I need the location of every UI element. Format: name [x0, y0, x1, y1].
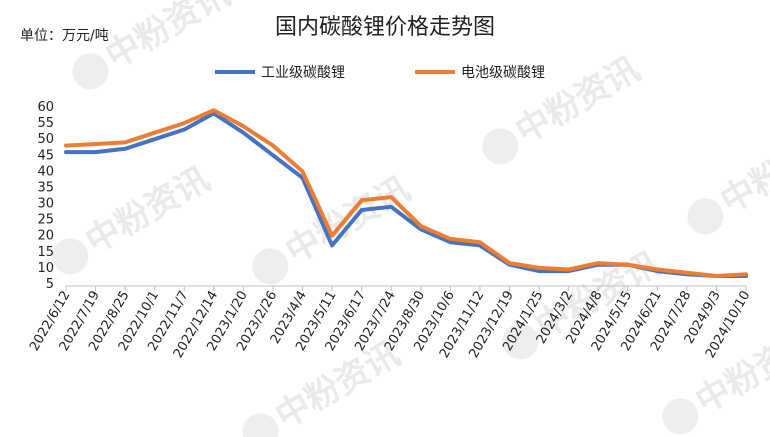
x-axis: 2022/6/122022/7/192022/8/252022/10/12022…: [27, 285, 753, 361]
y-tick-label: 5: [46, 277, 54, 292]
y-tick-label: 35: [37, 180, 54, 195]
y-tick-label: 25: [37, 213, 54, 228]
watermark: 中粉资讯: [502, 244, 667, 360]
watermark: 中粉资讯: [72, 0, 237, 90]
chart-title: 国内碳酸锂价格走势图: [275, 15, 495, 40]
y-tick-label: 45: [37, 148, 54, 163]
y-tick-label: 20: [37, 229, 54, 244]
y-tick-label: 50: [37, 132, 54, 147]
watermark: 中粉资讯: [687, 119, 770, 235]
y-tick-label: 55: [37, 116, 54, 131]
legend-label: 工业级碳酸锂: [261, 65, 345, 81]
series-line-2: [64, 108, 748, 278]
svg-text:中粉资讯: 中粉资讯: [99, 0, 237, 77]
watermark: 中粉资讯: [242, 334, 407, 437]
svg-text:中粉资讯: 中粉资讯: [714, 119, 770, 222]
unit-label: 单位：万元/吨: [20, 28, 109, 44]
y-tick-label: 60: [37, 100, 54, 115]
y-tick-label: 15: [37, 245, 54, 260]
svg-text:中粉资讯: 中粉资讯: [79, 159, 217, 262]
legend: 工业级碳酸锂 电池级碳酸锂: [215, 65, 545, 81]
y-tick-label: 30: [37, 197, 54, 212]
watermark: 中粉资讯: [52, 159, 217, 275]
y-tick-label: 40: [37, 164, 54, 179]
series-group: [64, 108, 748, 278]
y-tick-label: 10: [37, 261, 54, 276]
svg-text:中粉资讯: 中粉资讯: [279, 169, 417, 272]
legend-label: 电池级碳酸锂: [461, 65, 545, 81]
